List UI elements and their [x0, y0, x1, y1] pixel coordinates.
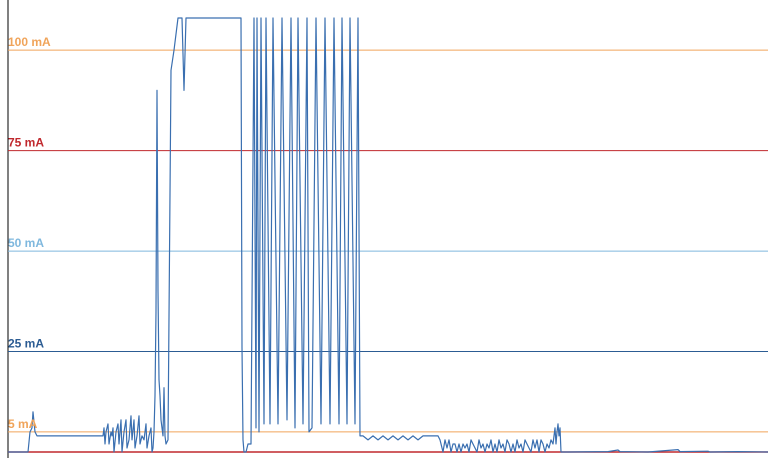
reference-lines [8, 49, 768, 453]
reference-label-4: 5 mA [8, 417, 38, 431]
reference-label-1: 75 mA [8, 136, 44, 150]
series-layer [8, 17, 768, 453]
reference-labels: 100 mA 75 mA 50 mA 25 mA 5 mA [8, 35, 51, 431]
reference-label-0: 100 mA [8, 35, 51, 49]
reference-label-3: 25 mA [8, 337, 44, 351]
reference-label-2: 50 mA [8, 236, 44, 250]
series-line-0 [8, 17, 768, 453]
